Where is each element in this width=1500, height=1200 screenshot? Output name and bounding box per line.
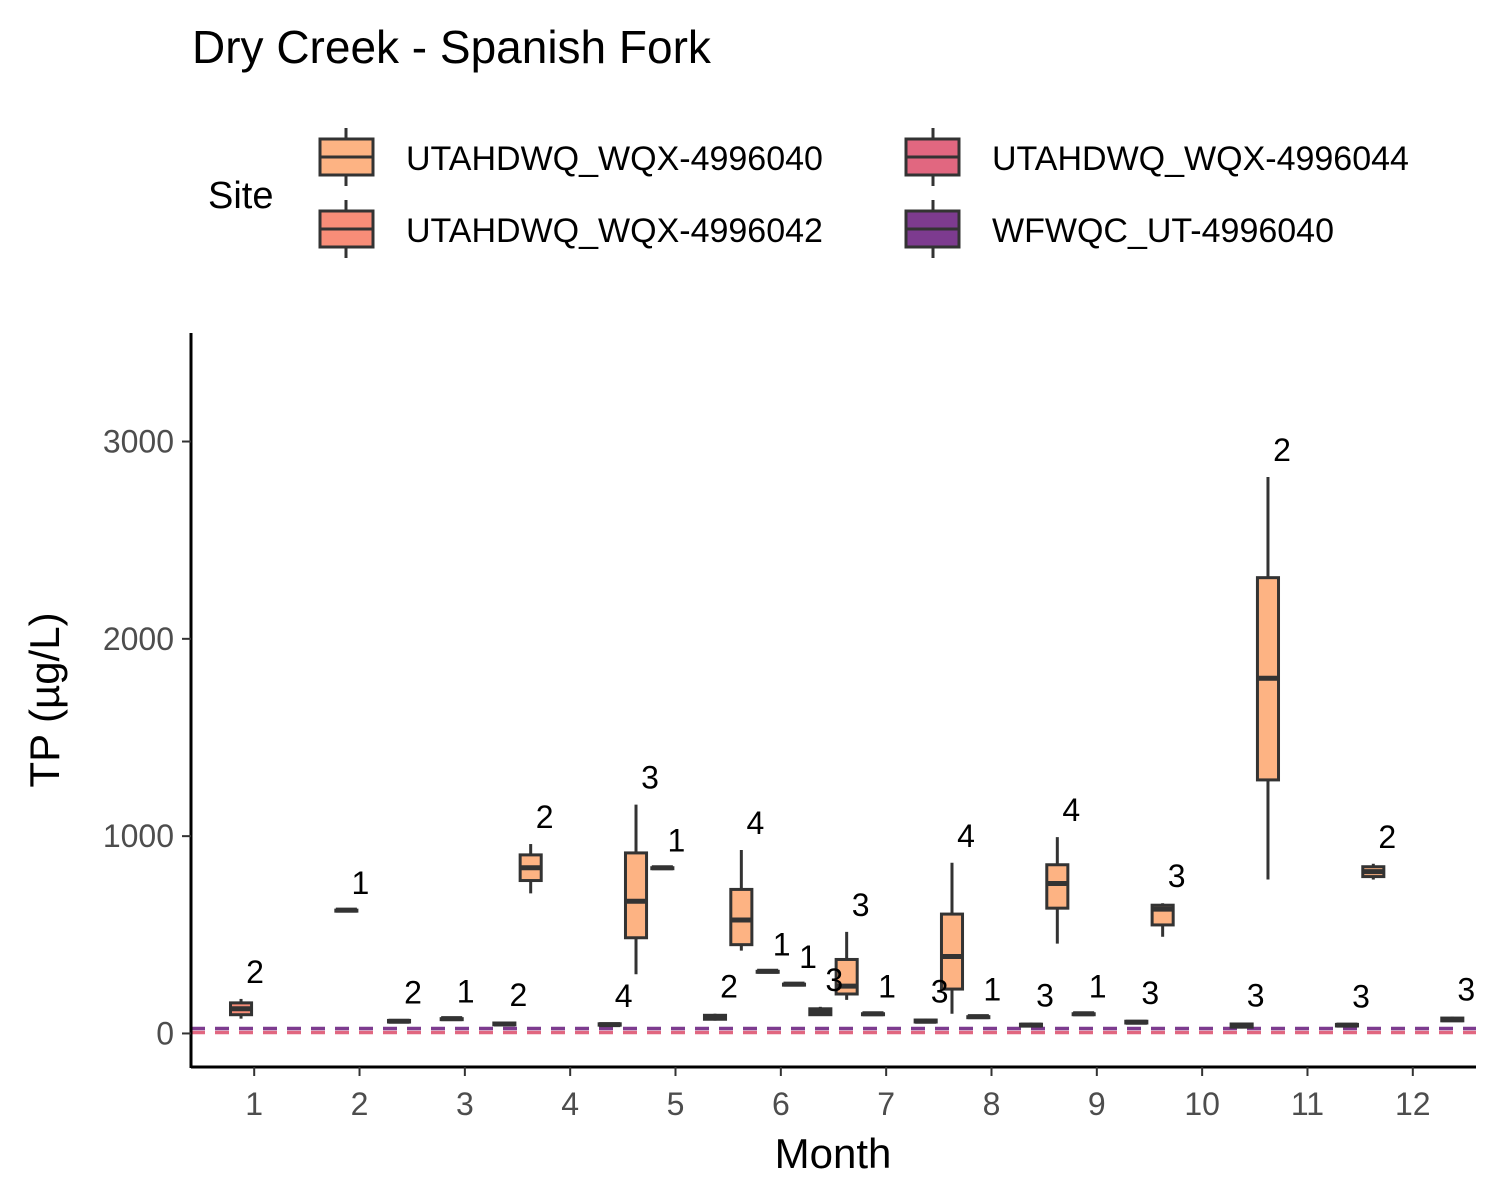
box-body xyxy=(939,912,965,991)
x-tick-label: 7 xyxy=(877,1086,895,1122)
count-label: 1 xyxy=(983,972,1001,1008)
legend-label-utahdwq-4996040: UTAHDWQ_WQX-4996040 xyxy=(406,140,823,178)
box-utahdwq-wqx-4996042-month-8: 1 xyxy=(966,972,1001,1020)
y-tick-label: 2000 xyxy=(103,621,174,657)
count-label: 4 xyxy=(746,805,764,841)
count-label: 1 xyxy=(351,865,369,901)
box-utahdwq-wqx-4996040-month-8: 4 xyxy=(939,818,975,1014)
box-body xyxy=(1045,863,1070,910)
legend: Site UTAHDWQ_WQX-4996040 UTAHDWQ_WQX-499… xyxy=(208,128,1409,258)
box-body xyxy=(623,851,649,940)
x-tick-label: 5 xyxy=(667,1086,685,1122)
box-wfwqc-ut-4996040-month-8: 3 xyxy=(1018,978,1054,1028)
box-utahdwq-wqx-4996040-month-10: 3 xyxy=(1150,858,1186,937)
box-wfwqc-ut-4996040-month-6: 3 xyxy=(808,962,843,1017)
count-label: 2 xyxy=(404,975,422,1011)
box-utahdwq-wqx-4996040-month-4: 2 xyxy=(518,799,554,894)
box-wfwqc-ut-4996040-month-4: 4 xyxy=(597,978,633,1028)
legend-label-utahdwq-4996044: UTAHDWQ_WQX-4996044 xyxy=(992,140,1409,178)
legend-key-utahdwq-4996040 xyxy=(318,128,375,186)
x-tick-label: 11 xyxy=(1291,1086,1324,1122)
y-axis-title: TP (µg/L) xyxy=(21,612,68,787)
box-utahdwq-wqx-4996040-month-11: 2 xyxy=(1255,432,1291,880)
box-wfwqc-ut-4996040-month-10: 3 xyxy=(1229,978,1265,1029)
count-label: 2 xyxy=(1273,432,1291,468)
x-tick-label: 2 xyxy=(351,1086,369,1122)
x-tick-label: 6 xyxy=(772,1086,790,1122)
x-tick-label: 3 xyxy=(456,1086,474,1122)
box-utahdwq-wqx-4996042-month-3: 1 xyxy=(439,974,475,1022)
box-body xyxy=(729,887,754,947)
x-tick-label: 10 xyxy=(1184,1086,1220,1122)
count-label: 4 xyxy=(615,978,633,1014)
box-utahdwq-wqx-4996042-month-5: 1 xyxy=(650,823,685,871)
box-utahdwq-wqx-4996040-month-12: 2 xyxy=(1361,819,1396,880)
count-label: 2 xyxy=(246,954,264,990)
box-utahdwq-wqx-4996042-month-6: 1 xyxy=(755,926,791,974)
legend-key-utahdwq-4996042 xyxy=(318,200,375,258)
box-utahdwq-wqx-4996042-month-9: 1 xyxy=(1071,969,1107,1017)
x-tick-label: 1 xyxy=(245,1086,263,1122)
legend-label-wfwqc-4996040: WFWQC_UT-4996040 xyxy=(992,212,1334,250)
box-wfwqc-ut-4996040-month-3: 2 xyxy=(492,977,527,1027)
count-label: 4 xyxy=(1062,792,1080,828)
y-axis-ticks: 0 1000 2000 3000 xyxy=(103,424,191,1051)
count-label: 2 xyxy=(1378,819,1396,855)
box-utahdwq-wqx-4996042-month-2: 1 xyxy=(334,865,369,913)
x-axis-ticks: 1 2 3 4 5 6 7 8 9 10 11 12 xyxy=(245,1067,1431,1122)
x-tick-label: 4 xyxy=(561,1086,579,1122)
box-utahdwq-wqx-4996040-month-5: 3 xyxy=(623,760,659,975)
x-axis-title: Month xyxy=(775,1130,892,1177)
count-label: 1 xyxy=(799,939,817,975)
box-wfwqc-ut-4996040-month-7: 3 xyxy=(913,974,949,1024)
count-label: 3 xyxy=(641,760,659,796)
box-utahdwq-wqx-4996040-month-6: 4 xyxy=(729,805,764,951)
count-label: 3 xyxy=(825,962,843,998)
legend-key-wfwqc-4996040 xyxy=(904,200,961,258)
count-label: 1 xyxy=(457,974,475,1010)
legend-title: Site xyxy=(208,175,273,217)
count-label: 3 xyxy=(1457,972,1475,1008)
count-label: 3 xyxy=(1247,978,1265,1014)
count-label: 1 xyxy=(1089,969,1107,1005)
count-label: 2 xyxy=(509,977,527,1013)
count-label: 2 xyxy=(720,969,738,1005)
box-wfwqc-ut-4996040-month-12: 3 xyxy=(1440,972,1475,1023)
count-label: 1 xyxy=(878,969,896,1005)
box-utahdwq-wqx-4996040-month-9: 4 xyxy=(1045,792,1080,944)
count-label: 3 xyxy=(931,974,949,1010)
count-label: 2 xyxy=(536,799,554,835)
box-wfwqc-ut-4996040-month-5: 2 xyxy=(702,969,738,1021)
y-tick-label: 0 xyxy=(156,1015,174,1051)
legend-label-utahdwq-4996042: UTAHDWQ_WQX-4996042 xyxy=(406,212,823,250)
count-label: 3 xyxy=(1168,858,1186,894)
box-wfwqc-ut-4996040-month-2: 2 xyxy=(386,975,422,1024)
x-tick-label: 9 xyxy=(1088,1086,1106,1122)
count-label: 3 xyxy=(852,887,870,923)
count-label: 3 xyxy=(1141,975,1159,1011)
legend-key-utahdwq-4996044 xyxy=(904,128,961,186)
x-tick-label: 12 xyxy=(1395,1086,1431,1122)
count-label: 4 xyxy=(957,818,975,854)
chart-title: Dry Creek - Spanish Fork xyxy=(192,21,712,73)
count-label: 1 xyxy=(773,926,791,962)
box-utahdwq-wqx-4996042-month-1: 2 xyxy=(228,954,264,1019)
count-label: 1 xyxy=(667,823,685,859)
box-utahdwq-wqx-4996040-month-7: 3 xyxy=(834,887,870,1000)
y-tick-label: 3000 xyxy=(103,424,174,460)
box-wfwqc-ut-4996040-month-11: 3 xyxy=(1334,979,1370,1028)
count-label: 3 xyxy=(1352,979,1370,1015)
x-tick-label: 8 xyxy=(983,1086,1001,1122)
count-label: 3 xyxy=(1036,978,1054,1014)
box-wfwqc-ut-4996040-month-9: 3 xyxy=(1124,975,1159,1025)
box-utahdwq-wqx-4996042-month-7: 1 xyxy=(860,969,896,1017)
y-tick-label: 1000 xyxy=(103,818,174,854)
box-utahdwq-wqx-4996044-month-6: 1 xyxy=(781,939,817,987)
